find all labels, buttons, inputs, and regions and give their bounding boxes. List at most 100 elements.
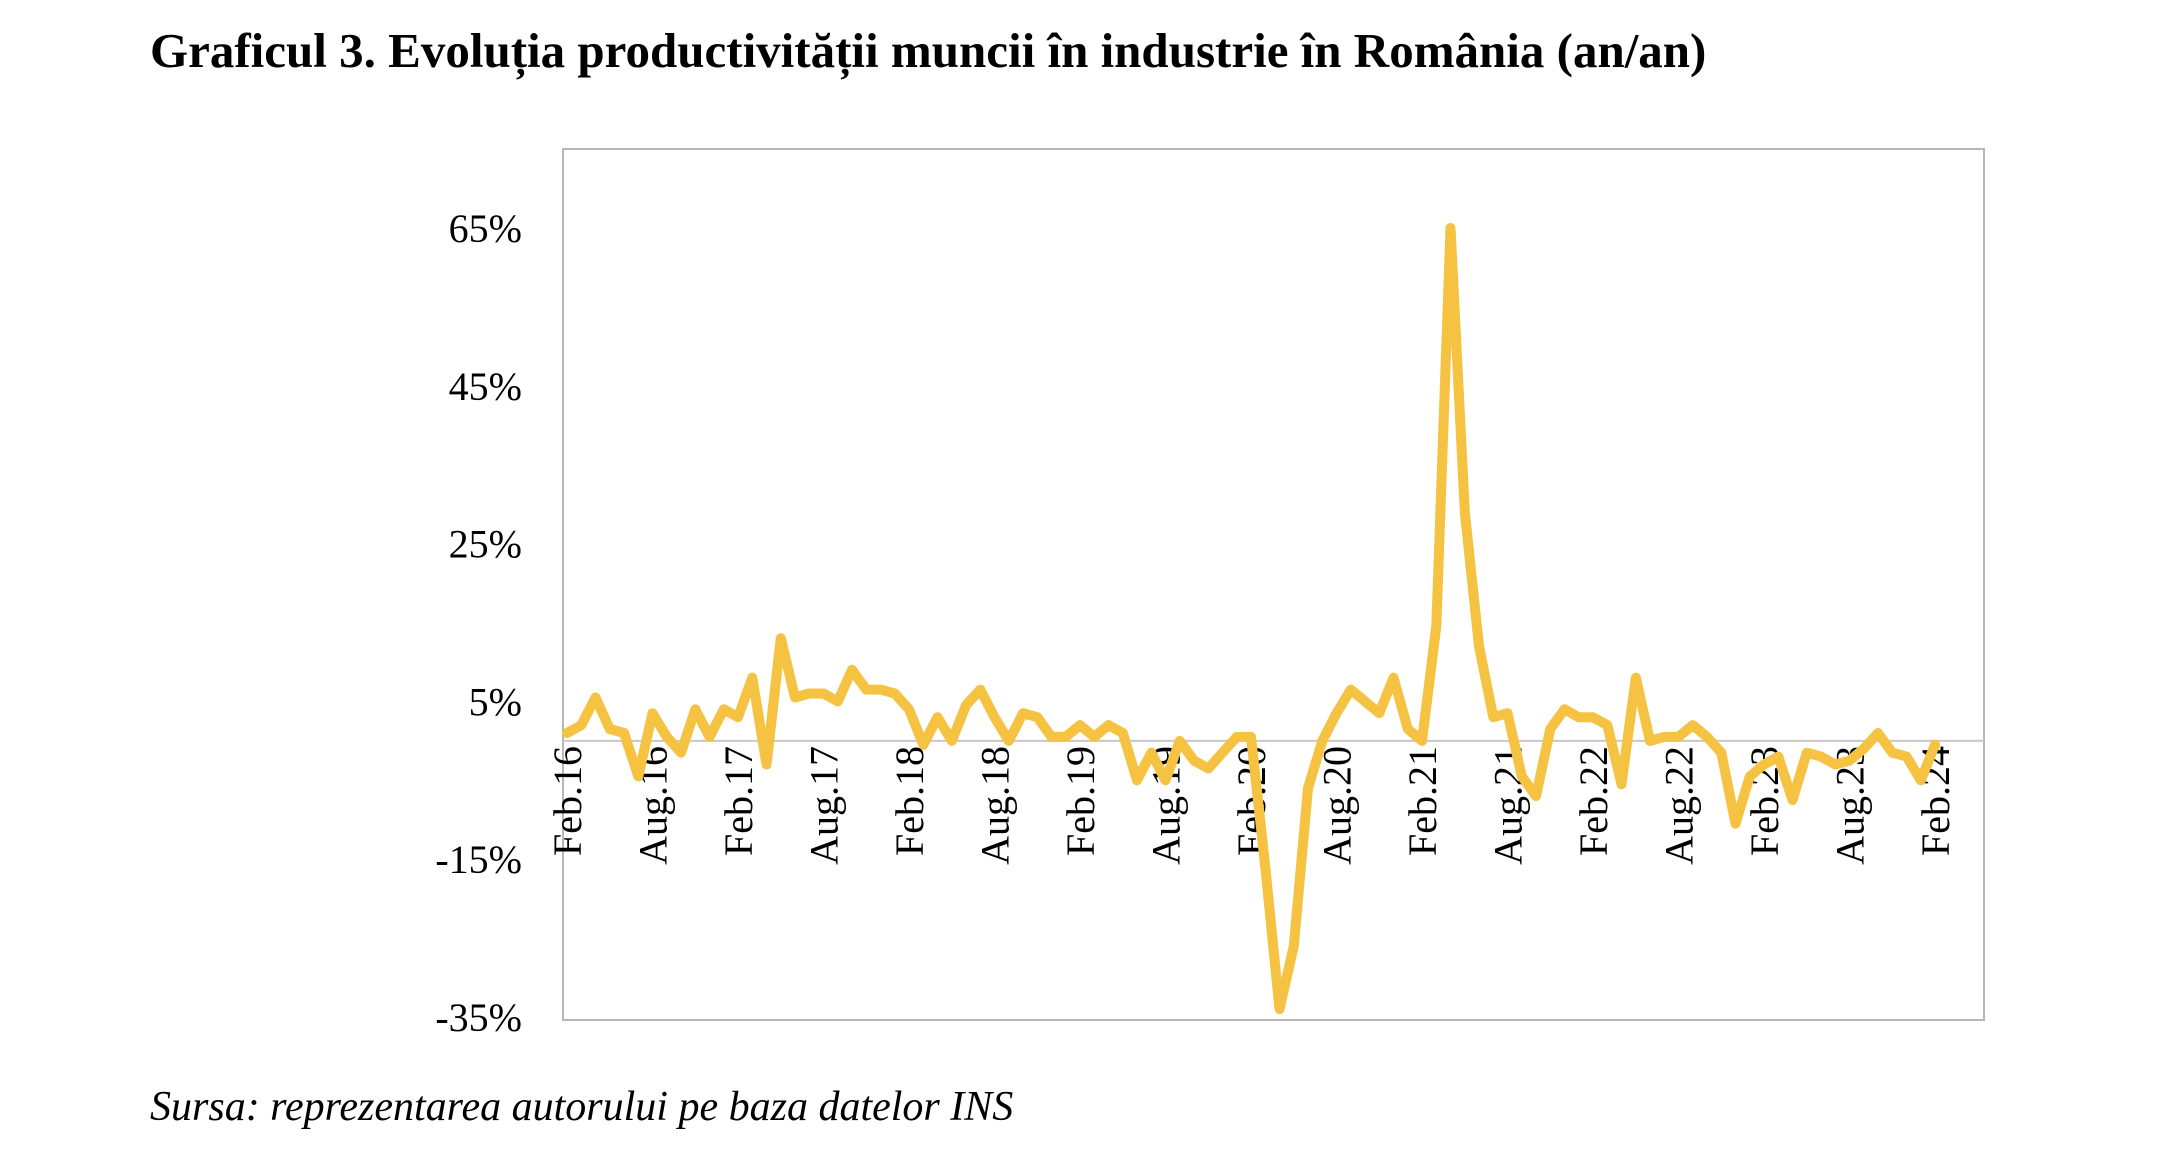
data-point <box>1518 772 1526 780</box>
data-point <box>1119 729 1127 737</box>
x-tick-label: Aug.18 <box>973 746 1018 865</box>
data-point <box>1546 725 1554 733</box>
data-point <box>1033 713 1041 721</box>
data-point <box>577 721 585 729</box>
data-point <box>791 694 799 702</box>
data-point <box>1860 745 1868 753</box>
data-point <box>1347 686 1355 694</box>
data-point <box>1903 753 1911 761</box>
x-tick-label: Feb.18 <box>887 746 932 856</box>
data-point <box>1774 753 1782 761</box>
data-point <box>1276 1005 1284 1013</box>
data-point <box>1504 709 1512 717</box>
data-point <box>1603 721 1611 729</box>
series-group <box>562 223 1940 1015</box>
data-point <box>1005 737 1013 745</box>
data-point <box>1646 737 1654 745</box>
data-point <box>1831 761 1839 769</box>
x-tick-label: Feb.16 <box>545 746 590 856</box>
data-point <box>1447 224 1455 232</box>
data-point <box>1404 725 1412 733</box>
data-point <box>848 666 856 674</box>
y-tick-label: 25% <box>449 522 522 567</box>
data-point <box>1176 737 1184 745</box>
y-tick-label: 45% <box>449 364 522 409</box>
data-point <box>1746 772 1754 780</box>
data-point <box>1390 674 1398 682</box>
data-point <box>805 690 813 698</box>
x-tick-label: Feb.17 <box>716 746 761 856</box>
data-point <box>1760 761 1768 769</box>
y-tick-label: 65% <box>449 206 522 251</box>
x-tick-label: Feb.22 <box>1571 746 1616 856</box>
data-point <box>1703 733 1711 741</box>
data-point <box>620 729 628 737</box>
data-point <box>1461 508 1469 516</box>
data-point <box>1589 713 1597 721</box>
data-point <box>1732 820 1740 828</box>
data-point <box>649 709 657 717</box>
data-point <box>1717 749 1725 757</box>
data-point <box>677 749 685 757</box>
data-point <box>1219 749 1227 757</box>
data-point <box>1290 942 1298 950</box>
data-point <box>763 761 771 769</box>
data-point <box>1204 765 1212 773</box>
data-point <box>1432 622 1440 630</box>
data-point <box>1304 784 1312 792</box>
data-point <box>634 772 642 780</box>
data-point <box>563 729 571 737</box>
data-point <box>1475 642 1483 650</box>
data-point <box>1162 776 1170 784</box>
data-point <box>1133 776 1141 784</box>
data-point <box>706 733 714 741</box>
data-point <box>1233 733 1241 741</box>
y-axis: -35% -15% 5% 25% 45% 65% <box>435 206 522 1040</box>
data-point <box>777 634 785 642</box>
data-point <box>1076 721 1084 729</box>
data-point <box>1789 796 1797 804</box>
data-point <box>1489 713 1497 721</box>
data-point <box>1247 733 1255 741</box>
data-point <box>1689 721 1697 729</box>
x-axis: Feb.16 Aug.16 Feb.17 Aug.17 Feb.18 Aug.18 Feb.… <box>545 746 1958 865</box>
data-point <box>1333 709 1341 717</box>
data-point <box>1575 713 1583 721</box>
data-point <box>606 725 614 733</box>
data-point <box>948 737 956 745</box>
data-point <box>663 733 671 741</box>
data-point <box>1817 753 1825 761</box>
y-tick-label: 5% <box>469 679 522 724</box>
x-tick-label: Aug.17 <box>802 746 847 865</box>
data-point <box>1917 776 1925 784</box>
data-point <box>1019 709 1027 717</box>
data-point <box>1318 737 1326 745</box>
data-point <box>1147 749 1155 757</box>
data-point <box>1846 757 1854 765</box>
series-line <box>562 223 1940 1015</box>
data-point <box>720 705 728 713</box>
data-point <box>1874 729 1882 737</box>
plot-frame <box>562 148 1985 1021</box>
data-point <box>976 686 984 694</box>
data-point <box>1361 697 1369 705</box>
x-tick-label: Feb.19 <box>1058 746 1103 856</box>
data-point <box>991 713 999 721</box>
data-point <box>1062 733 1070 741</box>
data-point <box>1105 721 1113 729</box>
x-tick-label: Aug.22 <box>1657 746 1702 865</box>
data-point <box>919 741 927 749</box>
data-point <box>1048 733 1056 741</box>
data-point <box>1632 674 1640 682</box>
x-tick-label: Aug.20 <box>1315 746 1360 865</box>
x-tick-label: Feb.24 <box>1913 746 1958 856</box>
data-point <box>691 705 699 713</box>
y-tick-label: -15% <box>435 837 522 882</box>
data-point <box>1561 705 1569 713</box>
data-point <box>1190 757 1198 765</box>
plot-frame-group <box>562 148 1985 1021</box>
data-point <box>1261 863 1269 871</box>
data-point <box>748 674 756 682</box>
x-tick-label: Feb.21 <box>1400 746 1445 856</box>
